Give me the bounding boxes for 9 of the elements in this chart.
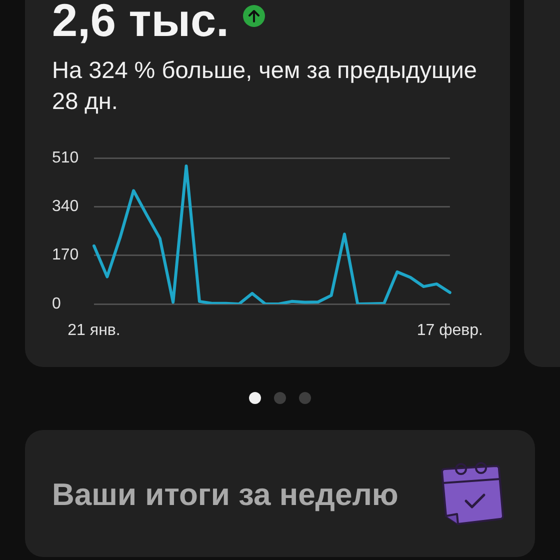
y-tick-label: 0 xyxy=(52,295,61,312)
text: Ваши итоги за неделю xyxy=(52,477,398,513)
x-tick-label: 21 янв. xyxy=(68,322,120,340)
x-tick-label: 17 февр. xyxy=(416,322,484,340)
chart-title: 2,6 тыс. xyxy=(52,0,229,46)
y-tick-label: 510 xyxy=(52,149,79,166)
y-tick-label: 340 xyxy=(52,198,79,216)
chart-subtitle: На 324 % больше, чем за предыдущие 28 дн. xyxy=(52,56,478,116)
y-tick-label: 170 xyxy=(52,246,79,264)
